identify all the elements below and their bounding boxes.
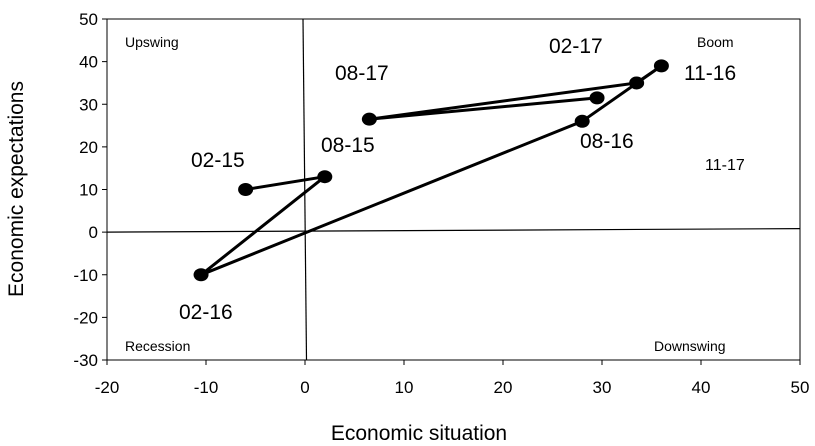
x-tick-label: 40 <box>692 378 711 397</box>
quadrant-label-downswing: Downswing <box>654 338 726 354</box>
horizontal-zero-line <box>106 228 801 233</box>
data-point-02-17 <box>629 76 645 90</box>
x-tick-label: 0 <box>300 378 309 397</box>
y-axis-ticks: -30 -20 -10 0 10 20 30 40 50 <box>73 10 107 370</box>
point-label-08-15: 08-15 <box>321 134 375 157</box>
quadrant-label-upswing: Upswing <box>125 34 179 50</box>
x-tick-label: 10 <box>395 378 414 397</box>
series-path <box>199 64 663 277</box>
x-tick-label: 20 <box>494 378 513 397</box>
quadrant-label-boom: Boom <box>697 34 734 50</box>
x-axis-title: Economic situation <box>331 422 507 445</box>
point-label-11-16: 11-16 <box>684 62 736 85</box>
x-tick-label: 30 <box>593 378 612 397</box>
y-tick-label: 30 <box>79 95 98 114</box>
y-tick-label: -30 <box>73 351 98 370</box>
series-line <box>199 64 663 277</box>
x-tick-label: 50 <box>791 378 810 397</box>
y-tick-label: 50 <box>79 10 98 29</box>
data-point-08-16 <box>574 114 590 128</box>
y-axis-title: Economic expectations <box>5 81 28 297</box>
point-label-02-17: 02-17 <box>549 35 603 58</box>
x-tick-label: -20 <box>95 378 120 397</box>
data-point-11-16 <box>653 59 669 73</box>
point-label-02-16: 02-16 <box>179 301 233 324</box>
series-points <box>193 59 669 282</box>
point-label-08-17: 08-17 <box>335 62 389 85</box>
point-label-08-16: 08-16 <box>580 130 634 153</box>
y-tick-label: -10 <box>73 266 98 285</box>
point-label-02-15: 02-15 <box>191 149 245 172</box>
data-point-02-15 <box>238 183 254 196</box>
quadrant-label-recession: Recession <box>125 338 190 354</box>
y-tick-label: 20 <box>79 138 98 157</box>
vertical-zero-line <box>302 18 308 361</box>
y-tick-label: -20 <box>73 308 98 327</box>
data-point-08-17 <box>361 112 377 126</box>
data-point-08-15 <box>317 170 333 184</box>
y-tick-label: 0 <box>89 223 98 242</box>
y-tick-label: 10 <box>79 181 98 200</box>
point-label-11-17: 11-17 <box>705 157 745 174</box>
y-tick-label: 40 <box>79 53 98 72</box>
x-axis-ticks: -20 -10 0 10 20 30 40 50 <box>95 360 810 397</box>
data-point-02-16 <box>193 268 209 282</box>
x-tick-label: -10 <box>194 378 219 397</box>
data-point-11-17 <box>589 91 605 105</box>
zero-axis-lines <box>106 18 801 361</box>
